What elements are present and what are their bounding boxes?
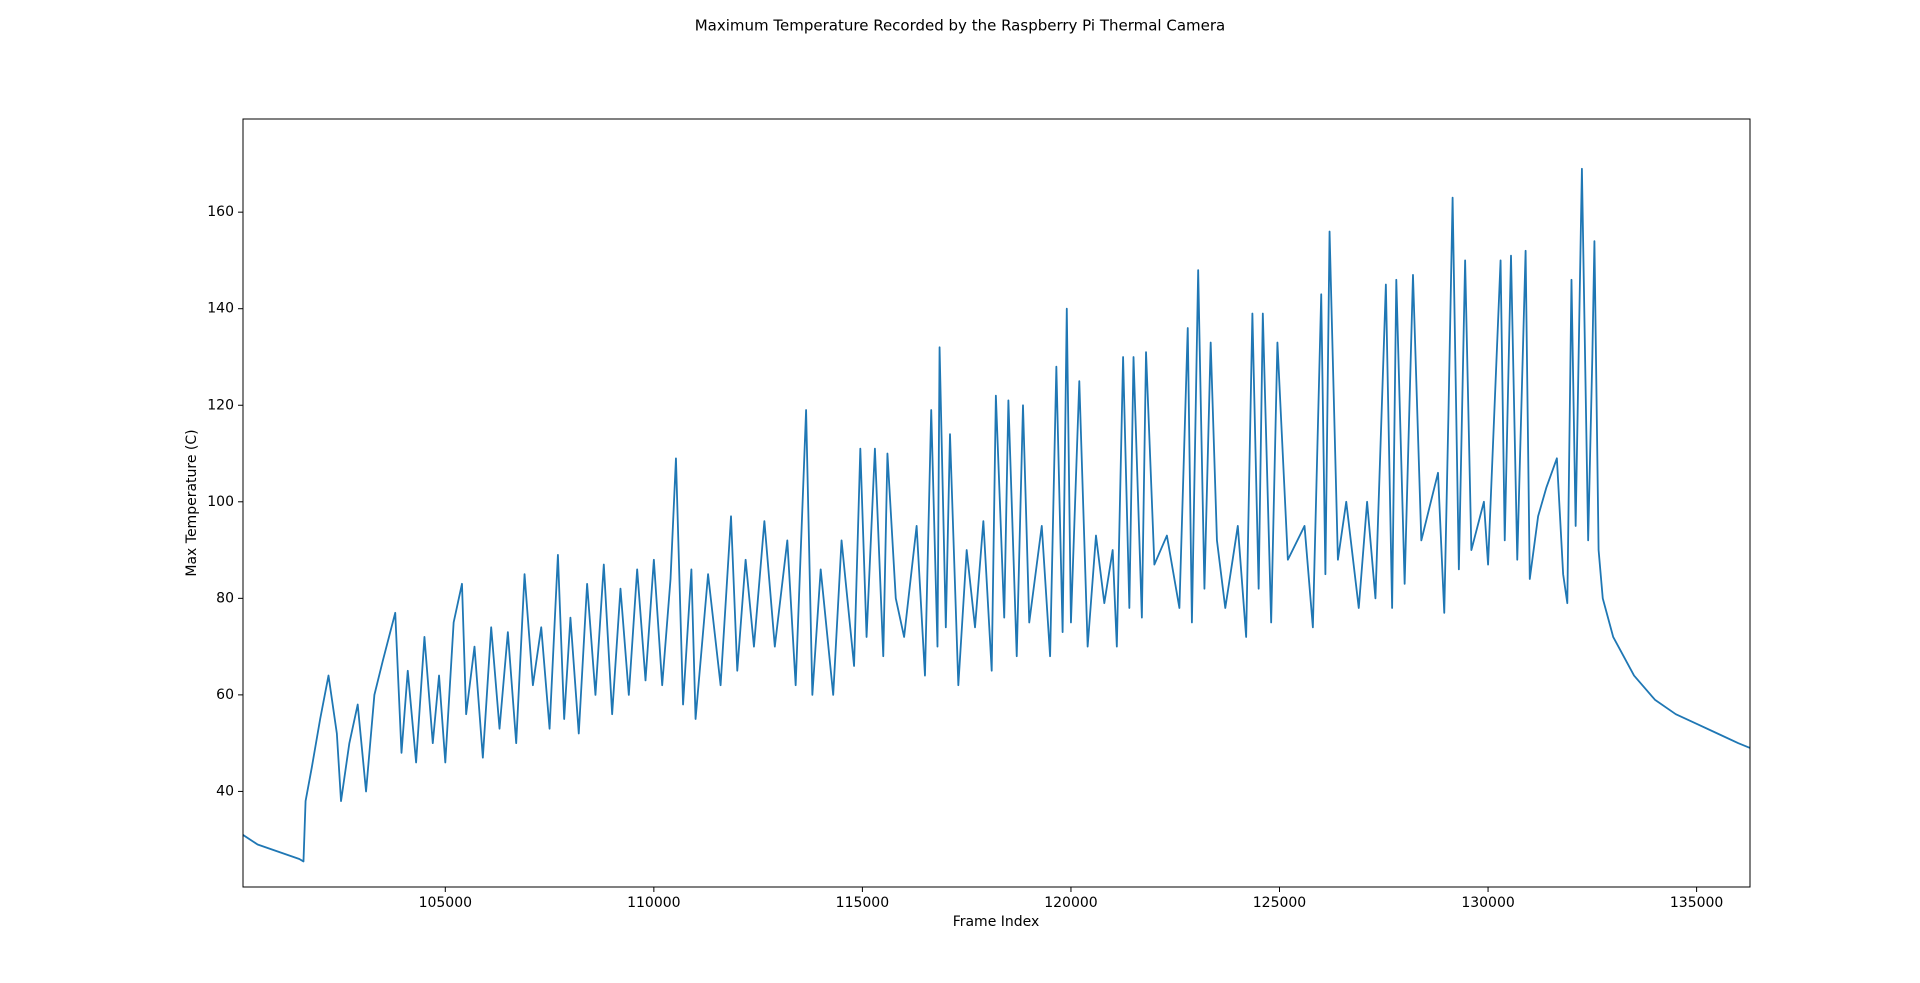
x-tick-label: 105000: [419, 895, 472, 911]
data-line: [243, 167, 1750, 863]
y-tick-label: 160: [207, 204, 234, 220]
y-tick-label: 40: [216, 783, 234, 799]
x-tick-label: 125000: [1253, 895, 1306, 911]
x-tick-label: 110000: [627, 895, 680, 911]
x-axis-label: Frame Index: [953, 914, 1040, 930]
y-axis-label: Max Temperature (C): [184, 429, 200, 576]
y-tick-label: 100: [207, 494, 234, 510]
x-tick-label: 120000: [1044, 895, 1097, 911]
plot-frame: [242, 118, 1751, 888]
chart-title: Maximum Temperature Recorded by the Rasp…: [695, 17, 1226, 35]
y-tick-label: 60: [216, 687, 234, 703]
y-tick-label: 140: [207, 301, 234, 317]
y-tick-label: 120: [207, 397, 234, 413]
x-tick-label: 115000: [836, 895, 889, 911]
x-tick-label: 130000: [1461, 895, 1514, 911]
x-tick-label: 135000: [1670, 895, 1723, 911]
y-tick-label: 80: [216, 590, 234, 606]
